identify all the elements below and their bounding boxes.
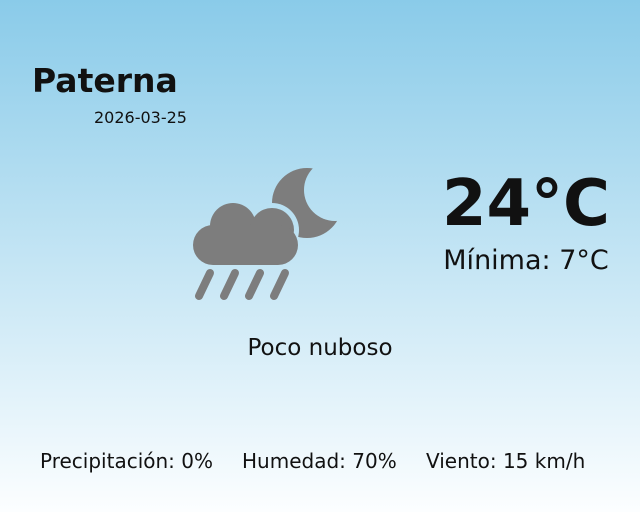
cloud-icon [193,203,298,265]
min-temperature: Mínima: 7°C [443,245,609,276]
condition-label: Poco nuboso [247,335,393,361]
cloud-moon-rain-icon [185,160,350,310]
wind-stat: Viento: 15 km/h [426,449,586,473]
date-label: 2026-03-25 [94,108,187,127]
precipitation-stat: Precipitación: 0% [40,449,213,473]
city-title: Paterna [32,61,178,100]
current-temperature: 24°C [441,167,611,241]
rain-icon [195,269,289,300]
humidity-stat: Humedad: 70% [242,449,397,473]
